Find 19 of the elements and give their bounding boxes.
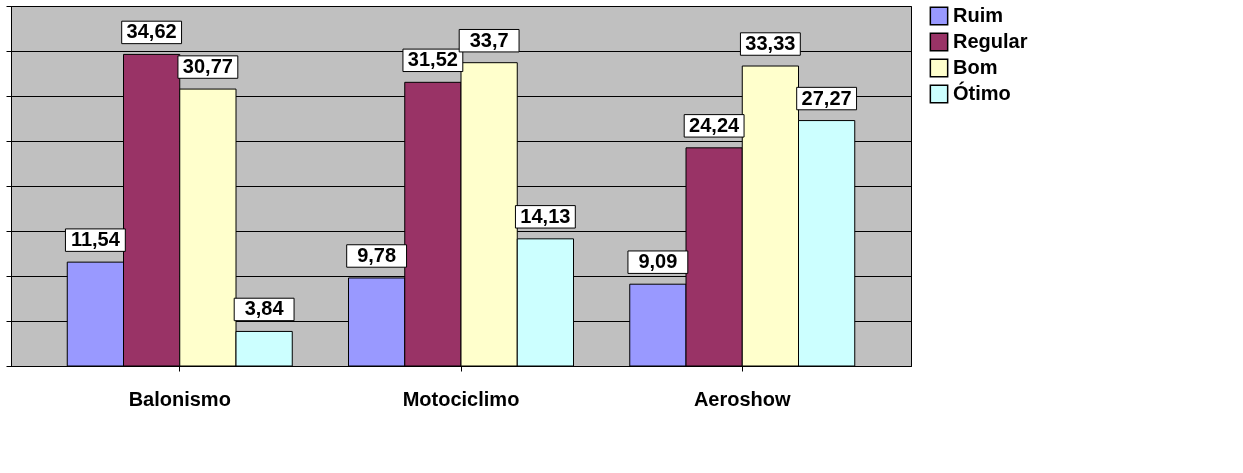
data-label: 24,24 [689, 113, 741, 136]
data-label: 9,09 [638, 250, 678, 273]
data-label: 3,84 [244, 297, 285, 320]
x-tick-label: Balonismo [128, 387, 231, 410]
legend-label: Regular [953, 30, 1028, 52]
data-label: 9,78 [357, 243, 397, 266]
data-label: 30,77 [182, 55, 233, 78]
data-label: 33,7 [469, 28, 509, 51]
legend-label: Bom [953, 56, 998, 78]
data-label: 14,13 [520, 204, 571, 227]
data-label: 31,52 [407, 48, 458, 71]
x-tick-label: Aeroshow [693, 387, 792, 410]
data-label: 27,27 [801, 86, 852, 109]
legend-label: Ruim [953, 4, 1003, 26]
x-tick-label: Motociclimo [402, 387, 520, 410]
legend-label: Ótimo [953, 81, 1011, 104]
data-label: 34,62 [126, 20, 177, 43]
data-label: 11,54 [70, 228, 121, 251]
data-label: 33,33 [745, 32, 796, 55]
